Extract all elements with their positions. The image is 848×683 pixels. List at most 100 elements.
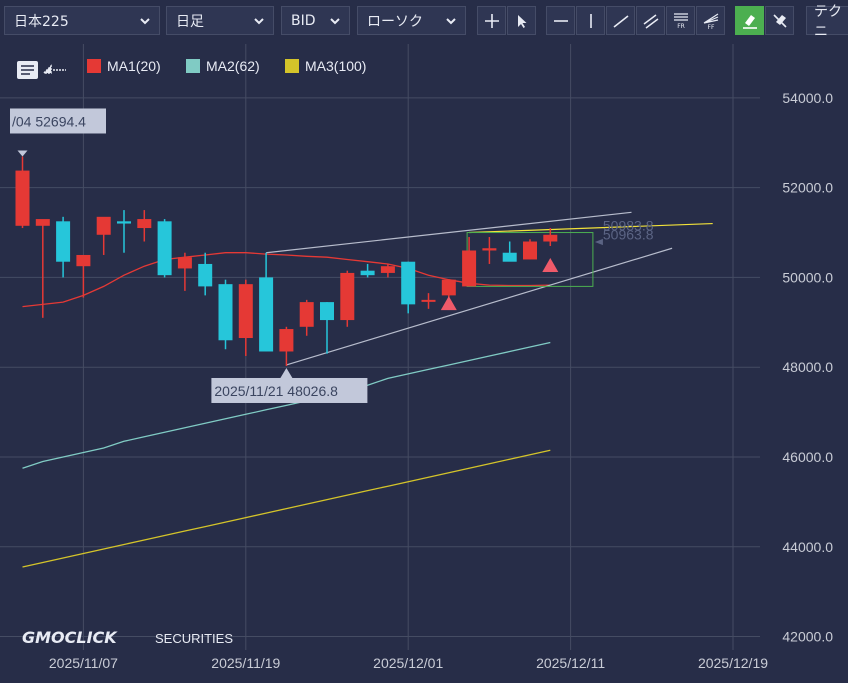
candle-body <box>15 170 30 226</box>
vertical-line-icon <box>589 13 592 28</box>
logo-brand: GMOCLICK <box>22 628 118 647</box>
horizontal-line-icon <box>553 19 568 22</box>
trend-line-icon <box>613 14 628 28</box>
candle-body <box>198 263 213 287</box>
candle-body <box>157 221 172 276</box>
candle-body <box>401 261 416 305</box>
symbol-dropdown[interactable]: 日本225 <box>4 6 160 35</box>
candle-body <box>279 329 294 352</box>
crosshair-icon <box>484 13 499 28</box>
candle-body <box>482 248 497 251</box>
moving-averages <box>22 252 551 568</box>
candle-body <box>421 299 436 302</box>
broker-logo: GMOCLICK SECURITIES <box>22 628 233 647</box>
signal-marker <box>542 257 559 272</box>
parallel-lines-icon <box>643 13 658 29</box>
candle-body <box>299 302 314 327</box>
vertical-line-button[interactable] <box>576 6 605 35</box>
candle-body <box>502 252 517 262</box>
comment-lines <box>21 65 34 75</box>
symbol-label: 日本225 <box>14 13 69 30</box>
candle-body <box>56 221 71 262</box>
legend: MA1(20) MA2(62) MA3(100) <box>17 58 366 79</box>
ma3-line <box>22 449 551 568</box>
candlesticks <box>15 156 558 366</box>
x-axis: 2025/11/07 2025/11/19 2025/12/01 2025/12/11… <box>49 655 768 671</box>
erase-drawings-button[interactable] <box>765 6 794 35</box>
svg-text:FR: FR <box>677 23 685 30</box>
draw-settings-icon[interactable] <box>42 64 66 74</box>
svg-text:FF: FF <box>707 24 714 30</box>
x-tick-label: 2025/12/01 <box>373 655 443 671</box>
draw-mode-icon <box>742 14 757 29</box>
candle-body <box>137 219 152 229</box>
pointer-button[interactable] <box>507 6 536 35</box>
channel-upper-line <box>266 211 632 254</box>
crosshair-button[interactable] <box>477 6 506 35</box>
candle-body <box>238 284 253 339</box>
timeframe-dropdown[interactable]: 日足 <box>166 6 274 35</box>
candle-body <box>441 279 456 296</box>
technical-tab-label: テクニ <box>814 3 842 40</box>
annotations: /04 52694.4 2025/11/21 48026.8 50983.85096… <box>10 108 654 403</box>
fibonacci-retracement-button[interactable]: FR <box>666 6 695 35</box>
x-tick-label: 2025/11/19 <box>211 655 280 671</box>
horizontal-line-button[interactable] <box>546 6 575 35</box>
timeframe-label: 日足 <box>176 13 204 30</box>
price-tag-upper: 50983.8 <box>603 217 654 233</box>
y-tick-label: 54000.0 <box>782 90 833 106</box>
price-type-dropdown[interactable]: BID <box>281 6 350 35</box>
y-tick-label: 44000.0 <box>782 539 833 555</box>
y-axis: 42000.0 44000.0 46000.0 48000.0 50000.0 52000… <box>782 90 833 645</box>
legend-label-ma3: MA3(100) <box>305 58 366 74</box>
high-pointer <box>17 150 28 157</box>
parallel-lines-button[interactable] <box>636 6 665 35</box>
logo-suffix: SECURITIES <box>155 631 233 646</box>
chart-style-dropdown[interactable]: ローソク <box>357 6 466 35</box>
candle-body <box>543 234 558 242</box>
candle-body <box>462 250 477 287</box>
high-label-bg <box>10 108 106 134</box>
chevron-down-icon <box>254 18 264 25</box>
low-label: 2025/11/21 48026.8 <box>214 383 338 399</box>
legend-swatch-ma2 <box>186 59 200 73</box>
x-tick-label: 2025/11/07 <box>49 655 118 671</box>
price-tag-lower: 50963.8 <box>603 227 654 243</box>
low-label-bg <box>211 377 368 403</box>
candle-body <box>380 266 395 273</box>
candle-body <box>259 277 274 352</box>
erase-drawings-icon <box>772 13 787 28</box>
candle-body <box>523 241 537 260</box>
chevron-down-icon <box>330 18 340 25</box>
chevron-down-icon <box>446 18 456 25</box>
y-tick-label: 48000.0 <box>782 359 833 375</box>
signal-marker <box>440 296 457 311</box>
price-line <box>469 222 713 234</box>
fibonacci-fan-button[interactable]: FF <box>696 6 725 35</box>
trend-line-button[interactable] <box>606 6 635 35</box>
pointer-icon <box>517 14 526 28</box>
candle-body <box>35 219 50 226</box>
y-tick-label: 46000.0 <box>782 449 833 465</box>
fibonacci-retracement-icon: FR <box>673 12 688 30</box>
ma2-line <box>22 341 551 469</box>
price-type-label: BID <box>291 12 316 29</box>
legend-swatch-ma3 <box>285 59 299 73</box>
channel-lower-line <box>286 247 673 366</box>
candle-body <box>117 221 131 224</box>
high-label: /04 52694.4 <box>12 113 86 129</box>
candle-body <box>96 216 111 235</box>
chart-grid <box>0 44 760 650</box>
candle-body <box>320 302 334 321</box>
fibonacci-fan-icon: FF <box>703 12 718 30</box>
low-pointer <box>280 367 293 378</box>
technical-tab[interactable]: テクニ <box>806 4 848 40</box>
y-tick-label: 50000.0 <box>782 269 833 285</box>
price-tag-pointer <box>594 238 603 246</box>
legend-label-ma2: MA2(62) <box>206 58 260 74</box>
draw-mode-button[interactable] <box>735 6 764 35</box>
legend-label-ma1: MA1(20) <box>107 58 161 74</box>
y-tick-label: 52000.0 <box>782 180 833 196</box>
